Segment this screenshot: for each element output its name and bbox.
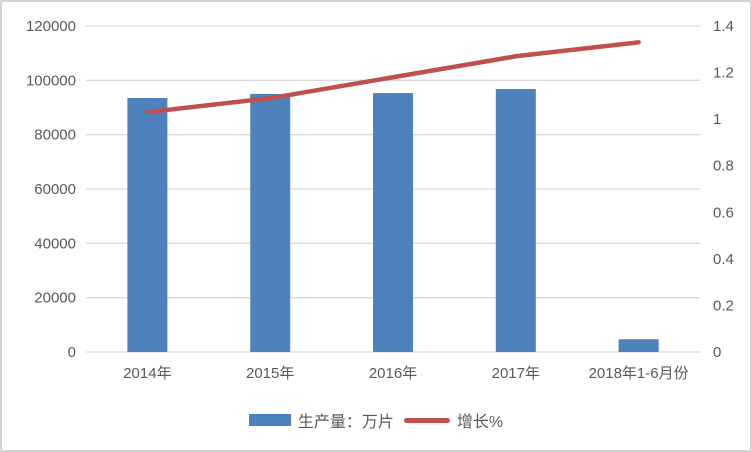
line-series-swatch xyxy=(403,417,450,423)
x-axis-category-label: 2014年 xyxy=(123,365,171,382)
right-axis-tick-label: 0.8 xyxy=(713,158,734,175)
left-axis-tick-label: 20000 xyxy=(34,290,76,307)
right-axis-tick-label: 1.4 xyxy=(713,18,734,35)
legend-label-production: 生产量：万片 xyxy=(297,414,394,431)
left-axis-tick-label: 100000 xyxy=(26,72,76,89)
legend-label-growth: 增长% xyxy=(456,414,504,431)
bar-series-swatch xyxy=(248,414,291,426)
x-axis-category-label: 2016年 xyxy=(369,365,417,382)
right-axis-tick-label: 0 xyxy=(713,344,721,361)
right-axis-tick-label: 0.2 xyxy=(713,297,734,314)
right-axis-tick-label: 0.4 xyxy=(713,251,734,268)
x-axis-category-label: 2015年 xyxy=(246,365,294,382)
x-axis-category-label: 2017年 xyxy=(492,365,540,382)
left-axis-tick-label: 120000 xyxy=(26,18,76,35)
right-axis-tick-label: 1 xyxy=(713,111,721,128)
x-axis-category-label: 2018年1-6月份 xyxy=(589,365,689,382)
legend-item-production: 生产量：万片 xyxy=(248,408,394,432)
left-axis-tick-label: 40000 xyxy=(34,235,76,252)
left-axis-tick-label: 80000 xyxy=(34,127,76,144)
chart-plot-area: 120000 100000 80000 60000 40000 20000 0 1.4 1.2 1… xyxy=(26,18,734,382)
production-bar xyxy=(618,339,659,352)
chart-legend: 生产量：万片 增长% xyxy=(2,408,750,432)
left-axis-tick-label: 0 xyxy=(68,344,76,361)
production-bar xyxy=(250,93,291,353)
right-axis-tick-label: 1.2 xyxy=(713,65,734,82)
production-bar xyxy=(373,93,413,352)
production-bar xyxy=(495,89,536,352)
production-bar xyxy=(127,97,168,352)
right-axis-tick-label: 0.6 xyxy=(713,204,734,221)
left-axis-tick-label: 60000 xyxy=(34,181,76,198)
growth-line xyxy=(145,40,641,115)
legend-item-growth: 增长% xyxy=(403,408,504,432)
